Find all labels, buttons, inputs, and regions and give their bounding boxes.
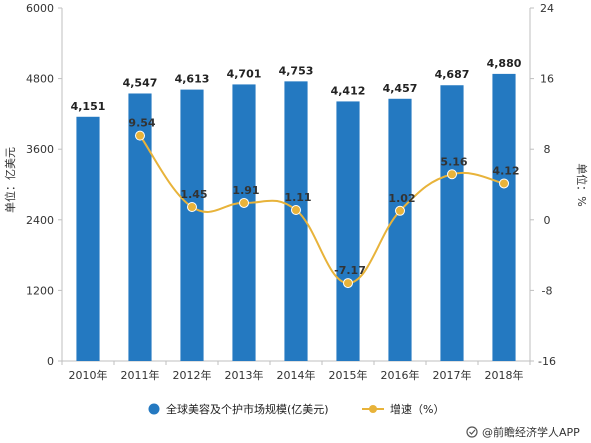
- x-tick-label: 2014年: [277, 368, 316, 382]
- bar-value-label: 4,880: [487, 57, 522, 70]
- y2-tick-label: 0: [544, 214, 551, 227]
- x-tick-label: 2013年: [225, 368, 264, 382]
- growth-point: [291, 205, 301, 216]
- bar-value-label: 4,753: [279, 64, 314, 77]
- y2-tick-label: 16: [540, 73, 554, 86]
- x-tick-label: 2018年: [485, 368, 524, 382]
- y2-tick-label: 24: [540, 2, 554, 15]
- bar: [388, 98, 412, 361]
- legend-line-marker: [369, 405, 377, 413]
- bar: [180, 89, 204, 361]
- y-tick-label: 1200: [26, 284, 54, 297]
- x-tick-label: 2012年: [173, 368, 212, 382]
- y-axis-title: 单位：亿美元: [3, 147, 17, 213]
- y-tick-label: 6000: [26, 2, 54, 15]
- bar: [128, 93, 152, 361]
- bar-value-label: 4,701: [227, 67, 262, 80]
- growth-value-label: 1.91: [232, 184, 259, 197]
- growth-value-label: 4.12: [492, 164, 519, 177]
- bar-value-label: 4,457: [383, 82, 418, 95]
- bar-value-label: 4,687: [435, 68, 470, 81]
- growth-line-series: [135, 130, 509, 289]
- bar: [76, 116, 100, 361]
- growth-point: [395, 205, 405, 216]
- y-tick-label: 4800: [26, 73, 54, 86]
- bar: [336, 101, 360, 361]
- source-logo-icon-mark: [469, 429, 476, 435]
- tick-labels: 0 1200 2400 3600 4800 6000 -16 -8 0 8 16 24 2010年 201…: [26, 2, 556, 382]
- growth-value-label: 1.11: [284, 191, 311, 204]
- x-tick-label: 2010年: [69, 368, 108, 382]
- legend-line-label: 增速（%）: [390, 402, 444, 416]
- y2-tick-label: -8: [542, 284, 553, 297]
- source-text: @前瞻经济学人APP: [482, 425, 580, 439]
- growth-value-label: 9.54: [128, 117, 155, 130]
- y2-axis-title: 单位：%: [575, 163, 589, 206]
- x-tick-label: 2016年: [381, 368, 420, 382]
- y2-tick-label: -16: [538, 355, 556, 368]
- source-logo-icon: [466, 426, 478, 438]
- growth-value-labels: 9.54 1.45 1.91 1.11 -7.17 1.02 5.16 4.12: [128, 117, 519, 277]
- bar: [440, 85, 464, 361]
- bar-series: [76, 73, 516, 361]
- growth-point: [343, 278, 353, 289]
- growth-point: [499, 178, 509, 189]
- bar-value-labels: 4,151 4,547 4,613 4,701 4,753 4,412 4,457 4,687…: [71, 57, 522, 113]
- bar: [492, 73, 516, 361]
- bar-value-label: 4,412: [331, 84, 366, 97]
- x-tick-label: 2017年: [433, 368, 472, 382]
- footer: @前瞻经济学人APP: [466, 425, 580, 439]
- y-tick-label: 0: [47, 355, 54, 368]
- bar-value-label: 4,151: [71, 100, 106, 113]
- bar-value-label: 4,547: [123, 76, 158, 89]
- y2-tick-label: 8: [544, 143, 551, 156]
- growth-point: [187, 202, 197, 213]
- growth-value-label: 1.02: [388, 192, 415, 205]
- bar: [232, 84, 256, 361]
- y-tick-label: 3600: [26, 143, 54, 156]
- growth-value-label: 5.16: [440, 155, 467, 168]
- legend-bar-label: 全球美容及个护市场规模(亿美元): [166, 402, 329, 416]
- x-tick-label: 2015年: [329, 368, 368, 382]
- x-tick-label: 2011年: [121, 368, 160, 382]
- bar: [284, 81, 308, 361]
- growth-point: [135, 130, 145, 141]
- growth-point: [239, 197, 249, 208]
- y-tick-label: 2400: [26, 214, 54, 227]
- growth-value-label: -7.17: [334, 264, 366, 277]
- legend: 全球美容及个护市场规模(亿美元) 增速（%）: [148, 402, 444, 416]
- growth-point: [447, 169, 457, 180]
- legend-bar-marker: [148, 403, 160, 415]
- bar-value-label: 4,613: [175, 73, 210, 86]
- growth-value-label: 1.45: [180, 188, 207, 201]
